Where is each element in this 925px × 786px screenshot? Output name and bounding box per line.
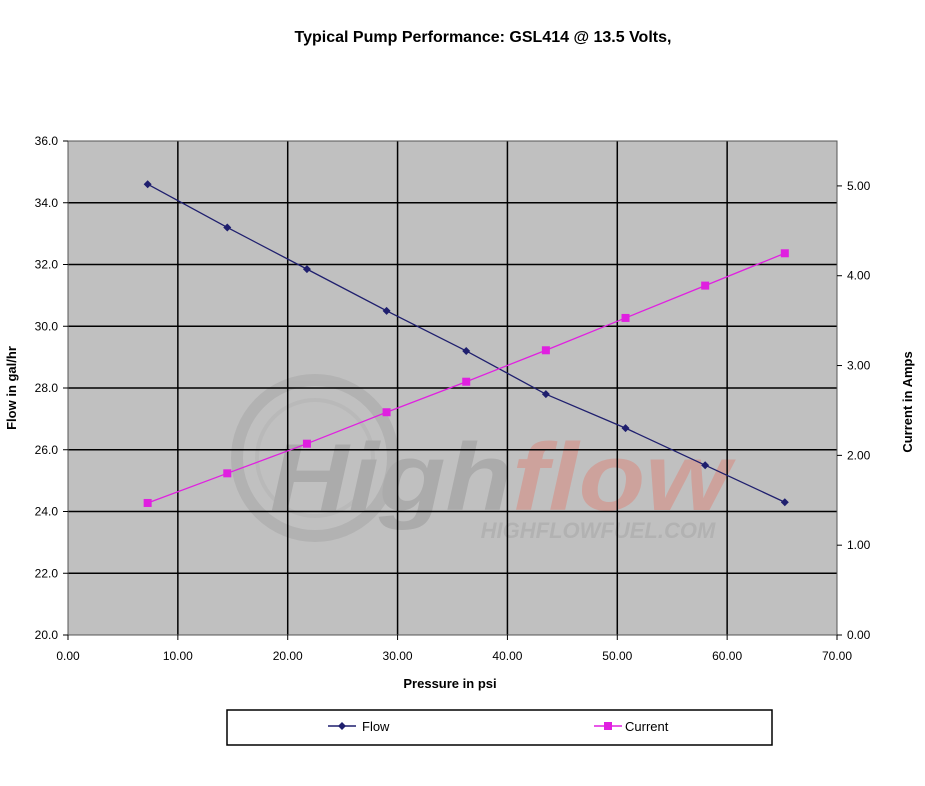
watermark-url: HIGHFLOWFUEL.COM bbox=[481, 518, 716, 543]
series-layer bbox=[143, 180, 789, 507]
highflow-watermark: High flow HIGHFLOWFUEL.COM bbox=[231, 374, 736, 543]
current-data-point bbox=[780, 249, 789, 258]
x-tick-label: 30.00 bbox=[383, 649, 413, 663]
y-axis-title: Flow in gal/hr bbox=[4, 346, 19, 430]
y2-tick-label: 5.00 bbox=[847, 179, 871, 193]
legend-current-marker bbox=[604, 722, 612, 730]
y-tick-label: 22.0 bbox=[35, 566, 59, 580]
current-data-point bbox=[621, 313, 630, 322]
y-tick-label: 34.0 bbox=[35, 196, 59, 210]
y-axis-ticks: 20.0 22.0 24.0 26.0 28.0 30.0 32.0 34.0 36.0 bbox=[35, 134, 68, 642]
flow-data-point bbox=[621, 424, 630, 433]
current-data-point bbox=[302, 439, 311, 448]
flow-data-point bbox=[780, 498, 789, 507]
x-tick-label: 70.00 bbox=[822, 649, 852, 663]
y-tick-label: 24.0 bbox=[35, 505, 59, 519]
flow-data-point bbox=[223, 223, 232, 232]
flow-data-point bbox=[143, 180, 152, 189]
grid-lines bbox=[68, 141, 837, 635]
flow-data-point bbox=[701, 461, 710, 470]
x-tick-label: 50.00 bbox=[602, 649, 632, 663]
current-data-point bbox=[541, 346, 550, 355]
y-tick-label: 30.0 bbox=[35, 319, 59, 333]
x-tick-label: 40.00 bbox=[492, 649, 522, 663]
legend-current-label: Current bbox=[625, 719, 669, 734]
x-tick-label: 20.00 bbox=[273, 649, 303, 663]
y-tick-label: 32.0 bbox=[35, 258, 59, 272]
y2-tick-label: 0.00 bbox=[847, 628, 871, 642]
flow-data-point bbox=[462, 346, 471, 355]
y2-tick-label: 1.00 bbox=[847, 538, 871, 552]
y2-axis-ticks: 0.00 1.00 2.00 3.00 4.00 5.00 bbox=[837, 179, 871, 642]
flow-data-point bbox=[541, 390, 550, 399]
x-tick-label: 10.00 bbox=[163, 649, 193, 663]
y-tick-label: 36.0 bbox=[35, 134, 59, 148]
legend-box bbox=[226, 709, 773, 746]
watermark-badge bbox=[231, 374, 399, 542]
y2-tick-label: 3.00 bbox=[847, 359, 871, 373]
y2-axis-title: Current in Amps bbox=[900, 351, 915, 452]
y2-tick-label: 4.00 bbox=[847, 269, 871, 283]
x-axis-title: Pressure in psi bbox=[403, 676, 496, 691]
legend-flow-label: Flow bbox=[362, 719, 390, 734]
current-data-point bbox=[701, 281, 710, 290]
current-data-point bbox=[462, 377, 471, 386]
current-data-point bbox=[223, 469, 232, 478]
current-data-point bbox=[382, 408, 391, 417]
y-tick-label: 28.0 bbox=[35, 381, 59, 395]
watermark-brand-right: flow bbox=[512, 424, 736, 531]
x-tick-label: 0.00 bbox=[56, 649, 80, 663]
x-axis-ticks: 0.00 10.00 20.00 30.00 40.00 50.00 60.00 70.00 bbox=[56, 635, 852, 663]
watermark-badge-inner bbox=[255, 398, 375, 518]
legend-flow-marker bbox=[338, 722, 346, 730]
y-tick-label: 26.0 bbox=[35, 443, 59, 457]
x-tick-label: 60.00 bbox=[712, 649, 742, 663]
y2-tick-label: 2.00 bbox=[847, 448, 871, 462]
flow-data-point bbox=[302, 265, 311, 274]
chart-title: Typical Pump Performance: GSL414 @ 13.5 … bbox=[295, 29, 672, 46]
flow-data-point bbox=[382, 306, 391, 315]
legend: Flow Current bbox=[226, 709, 773, 746]
y-tick-label: 20.0 bbox=[35, 628, 59, 642]
current-data-point bbox=[143, 498, 152, 507]
